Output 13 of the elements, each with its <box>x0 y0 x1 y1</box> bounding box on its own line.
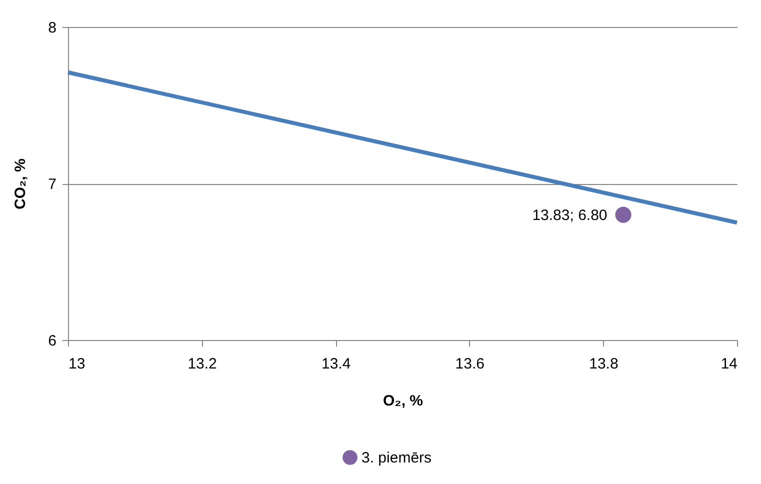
y-tick-label: 6 <box>48 332 56 350</box>
x-tick-label: 13.2 <box>188 356 217 372</box>
y-axis-title: CO₂, % <box>12 158 30 210</box>
x-tick-label: 13.4 <box>322 356 351 372</box>
legend-label: 3. piemērs <box>362 450 432 466</box>
x-tick-label: 13 <box>68 356 86 372</box>
x-tick-label: 14 <box>720 356 738 372</box>
y-tick-label: 7 <box>48 176 56 193</box>
x-tick-label: 13.6 <box>455 356 484 372</box>
x-tick-label: 13.8 <box>589 356 618 372</box>
x-axis-title: O₂, % <box>382 392 424 410</box>
data-label: 13.83; 6.80 <box>532 206 608 224</box>
y-tick-label: 8 <box>48 20 56 36</box>
